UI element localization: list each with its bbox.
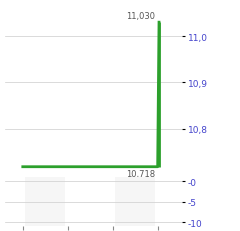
Text: 11,030: 11,030	[126, 12, 156, 21]
Text: 10,718: 10,718	[126, 169, 156, 178]
Bar	[115, 178, 156, 226]
Bar	[25, 178, 66, 226]
